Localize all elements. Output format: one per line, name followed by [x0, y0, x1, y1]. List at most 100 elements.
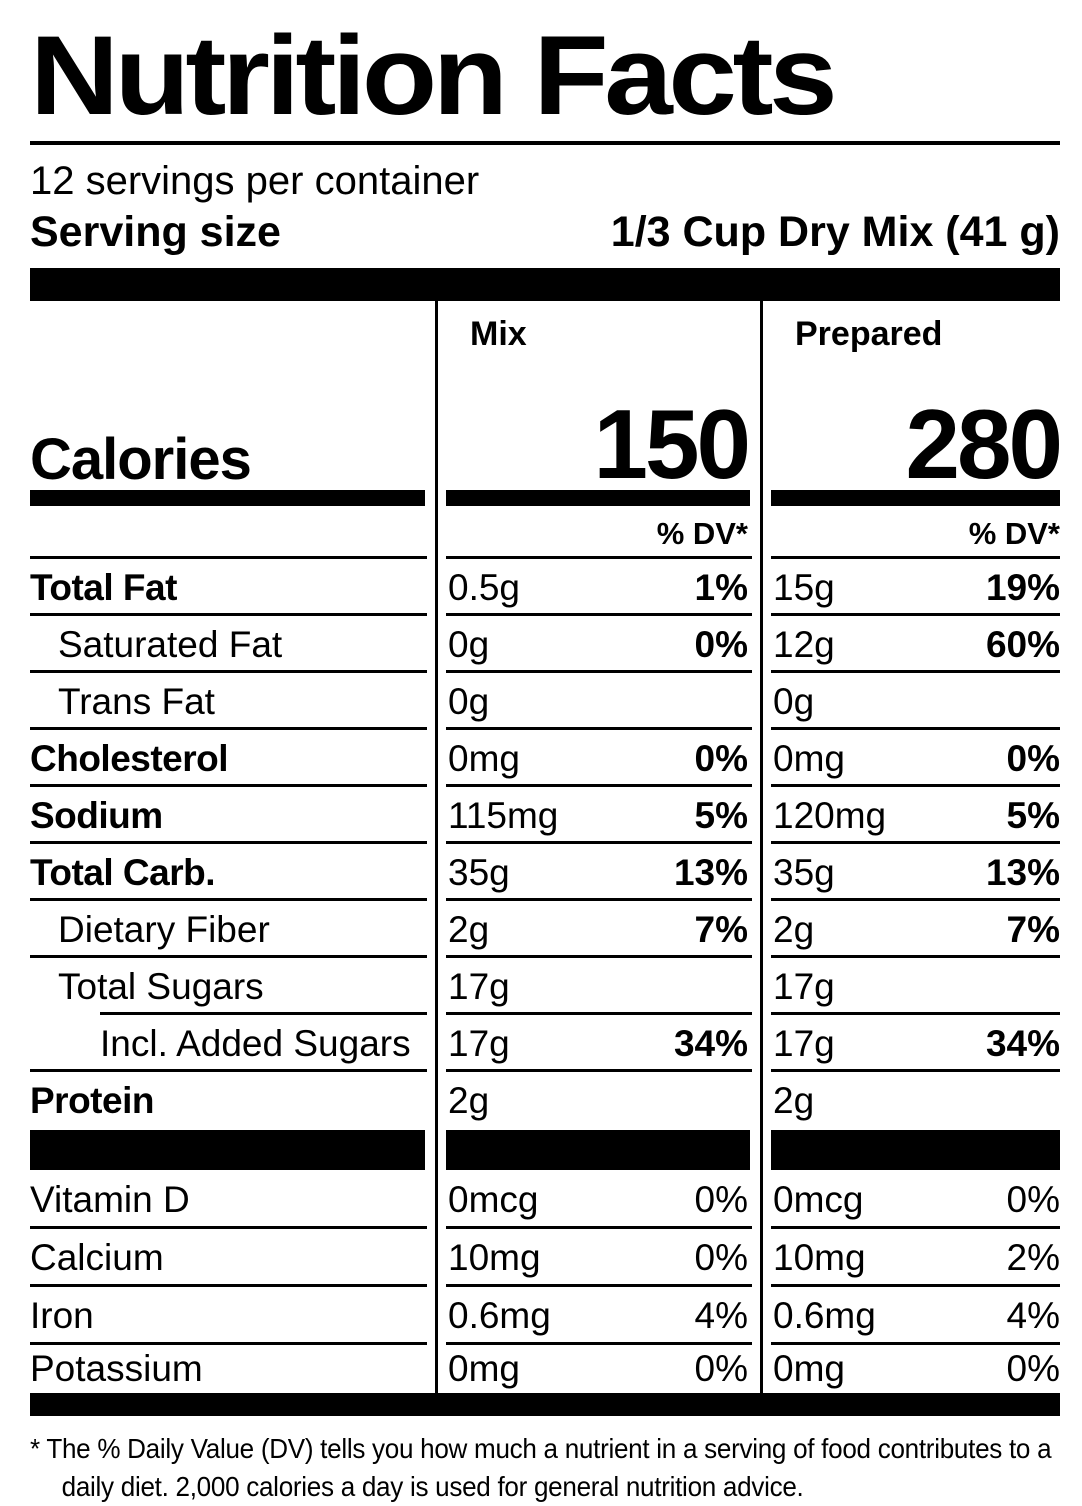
daily-value-footnote: * The % Daily Value (DV) tells you how m… [30, 1433, 1052, 1503]
section-bar-left [30, 1129, 435, 1171]
serving-size-label: Serving size [30, 208, 281, 257]
nutrient-name: Dietary Fiber [58, 908, 270, 950]
label-title: Nutrition Facts [30, 13, 838, 138]
mix-amount: 0.5g [448, 566, 521, 608]
prepared-dv: 4% [1006, 1295, 1060, 1337]
nutrient-row-total-fat: Total Fat 0.5g 1% 15g 19% [30, 559, 1060, 617]
micronutrient-row-potassium: Potassium 0mg 0% 0mg 0% [30, 1345, 1060, 1394]
prepared-amount: 10mg [773, 1237, 866, 1279]
mix-amount: 35g [448, 851, 510, 893]
section-bar-mix [435, 1129, 760, 1172]
prepared-amount: 15g [773, 566, 835, 608]
nutrient-row-total-sugars: Total Sugars 17g 17g [30, 958, 1060, 1016]
prepared-amount: 12g [773, 623, 835, 665]
nutrient-row-protein: Protein 2g 2g [30, 1072, 1060, 1130]
prepared-dv: 0% [1006, 737, 1060, 779]
calories-prepared-value: 280 [905, 389, 1063, 500]
mix-dv: 7% [694, 908, 748, 950]
serving-size-value: 1/3 Cup Dry Mix (41 g) [610, 208, 1060, 257]
dv-header-row: % DV* % DV* [30, 509, 1060, 560]
prepared-amount: 0mg [773, 737, 845, 779]
nutrient-name: Sodium [30, 794, 163, 836]
prepared-amount: 0g [773, 680, 815, 722]
nutrient-row-dietary-fiber: Dietary Fiber 2g 7% 2g 7% [30, 901, 1060, 959]
mix-column-label: Mix [470, 315, 527, 354]
nutrient-row-saturated-fat: Saturated Fat 0g 0% 12g 60% [30, 616, 1060, 674]
column-header-mix: Mix [435, 301, 760, 382]
nutrient-name: Potassium [30, 1348, 203, 1390]
dv-header-mix-label: % DV* [656, 516, 748, 552]
prepared-dv: 7% [1006, 908, 1060, 950]
calories-underline-mix [435, 487, 760, 510]
mix-amount: 0mcg [448, 1179, 539, 1221]
mix-dv: 0% [694, 737, 748, 779]
mix-dv: 4% [694, 1295, 748, 1337]
prepared-amount: 17g [773, 965, 835, 1007]
calories-underline-row [30, 487, 1060, 510]
mix-amount: 0mg [448, 737, 520, 779]
prepared-dv: 34% [985, 1022, 1060, 1064]
mix-amount: 2g [448, 908, 490, 950]
section-bar-top [30, 268, 1060, 302]
nutrient-row-sodium: Sodium 115mg 5% 120mg 5% [30, 787, 1060, 845]
mix-dv: 0% [694, 623, 748, 665]
footnote-section: * The % Daily Value (DV) tells you how m… [30, 1430, 1060, 1506]
nutrient-row-trans-fat: Trans Fat 0g 0g [30, 673, 1060, 731]
prepared-amount: 0mg [773, 1348, 845, 1390]
mix-amount: 0mg [448, 1348, 520, 1390]
nutrient-name: Incl. Added Sugars [100, 1022, 411, 1064]
serving-size-row: Serving size 1/3 Cup Dry Mix (41 g) [30, 208, 1060, 257]
nutrient-name: Vitamin D [30, 1179, 190, 1221]
prepared-amount: 2g [773, 1079, 815, 1121]
nutrient-name: Total Fat [30, 566, 177, 608]
prepared-amount: 2g [773, 908, 815, 950]
calories-label-cell: Calories [30, 381, 435, 489]
prepared-amount: 17g [773, 1022, 835, 1064]
nutrient-row-added-sugars: Incl. Added Sugars 17g 34% 17g 34% [30, 1015, 1060, 1073]
nutrient-name: Cholesterol [30, 737, 229, 779]
micronutrient-row-calcium: Calcium 10mg 0% 10mg 2% [30, 1229, 1060, 1288]
section-bar-prepared [760, 1129, 1060, 1172]
calories-mix-value: 150 [593, 389, 751, 500]
servings-per-container: 12 servings per container [30, 159, 480, 204]
nutrient-name: Iron [30, 1295, 94, 1337]
prepared-amount: 0mcg [773, 1179, 864, 1221]
mix-dv: 0% [694, 1348, 748, 1390]
micronutrient-row-vitamin-d: Vitamin D 0mcg 0% 0mcg 0% [30, 1171, 1060, 1230]
prepared-dv: 19% [985, 566, 1060, 608]
mix-dv: 13% [673, 851, 748, 893]
prepared-dv: 2% [1006, 1237, 1060, 1279]
prepared-dv: 0% [1006, 1179, 1060, 1221]
calories-prepared-cell: 280 [760, 381, 1063, 500]
prepared-column-label: Prepared [795, 315, 943, 354]
section-bar-bottom [30, 1393, 1060, 1417]
mix-dv: 1% [694, 566, 748, 608]
mix-dv: 0% [694, 1237, 748, 1279]
prepared-amount: 120mg [773, 794, 887, 836]
prepared-dv: 5% [1006, 794, 1060, 836]
mix-amount: 0g [448, 680, 490, 722]
nutrient-row-total-carb: Total Carb. 35g 13% 35g 13% [30, 844, 1060, 902]
mix-amount: 115mg [448, 794, 559, 836]
mix-amount: 17g [448, 1022, 510, 1064]
prepared-dv: 60% [985, 623, 1060, 665]
prepared-amount: 0.6mg [773, 1295, 876, 1337]
mix-amount: 0.6mg [448, 1295, 551, 1337]
mix-amount: 2g [448, 1079, 490, 1121]
nutrient-name: Total Sugars [58, 965, 264, 1007]
calories-underline-prepared [760, 487, 1060, 510]
nutrient-name: Total Carb. [30, 851, 216, 893]
title-divider [30, 141, 1060, 146]
mix-dv: 0% [694, 1179, 748, 1221]
dv-header-spacer [30, 509, 435, 560]
mix-dv: 34% [673, 1022, 748, 1064]
dv-header-prepared-label: % DV* [968, 516, 1060, 552]
section-bar-middle [30, 1129, 1060, 1172]
calories-row: Calories 150 280 [30, 381, 1063, 500]
dv-header-mix: % DV* [435, 509, 760, 560]
nutrient-name: Protein [30, 1079, 154, 1121]
nutrient-name: Calcium [30, 1237, 164, 1279]
column-header-row: Mix Prepared [30, 301, 1060, 382]
dv-header-prepared: % DV* [760, 509, 1060, 560]
